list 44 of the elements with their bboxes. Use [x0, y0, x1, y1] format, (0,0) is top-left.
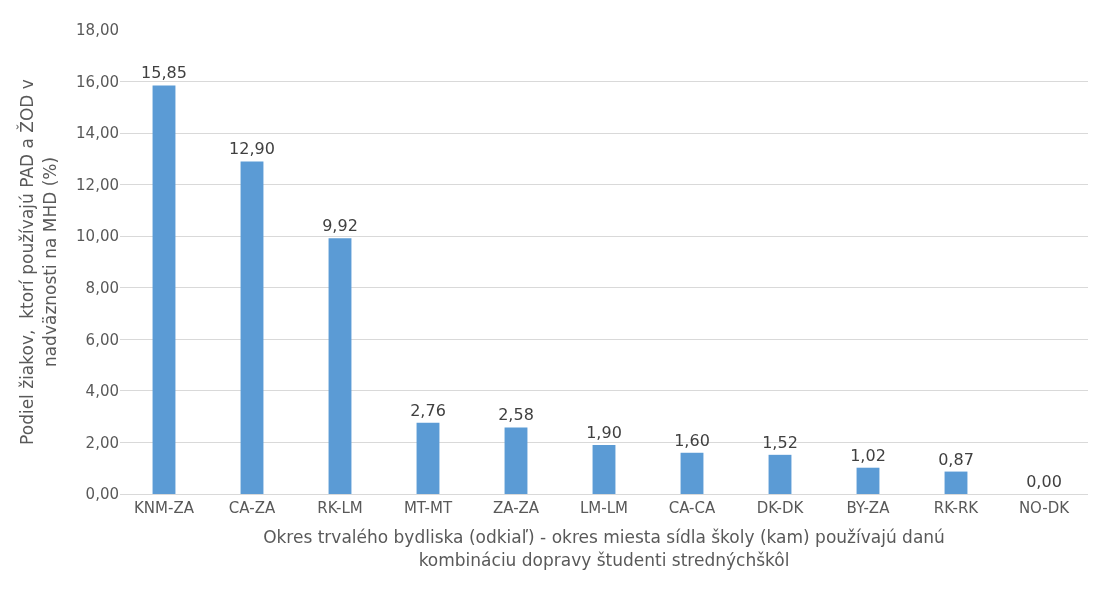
- bar: [592, 445, 616, 494]
- data-label: 0,87: [938, 449, 974, 469]
- x-tick-label: ZA-ZA: [492, 499, 540, 517]
- y-tick-label: 10,00: [76, 227, 119, 246]
- x-axis-title: Okres trvalého bydliska (odkiaľ) - okres miesta sídla školy (kam) používajú danú kombináciu dopravy študenti strednýchškôl: [263, 527, 945, 570]
- data-label: 1,02: [850, 445, 886, 465]
- x-tick-label: KNM-ZA: [134, 499, 195, 517]
- x-tick-label: CA-ZA: [228, 499, 276, 517]
- bar: [328, 238, 352, 494]
- bar: [768, 454, 792, 494]
- x-tick-label: RK-RK: [933, 499, 980, 517]
- x-tick-label: CA-CA: [668, 499, 717, 517]
- bar: [504, 427, 528, 494]
- bar: [416, 422, 440, 494]
- y-tick-label: 12,00: [76, 175, 119, 194]
- x-tick-label: BY-ZA: [846, 499, 891, 517]
- y-tick-label: 18,00: [76, 21, 119, 40]
- y-tick-label: 4,00: [85, 382, 119, 401]
- bar: [152, 85, 176, 494]
- x-tick-label: RK-LM: [317, 499, 363, 517]
- data-label: 1,90: [586, 423, 622, 443]
- y-tick-label: 14,00: [76, 124, 119, 143]
- x-tick-label: NO-DK: [1018, 499, 1071, 517]
- data-label: 9,92: [322, 216, 358, 236]
- data-label: 12,90: [229, 139, 275, 159]
- y-tick-label: 16,00: [76, 72, 119, 91]
- bar: [856, 467, 880, 494]
- y-tick-label: 8,00: [85, 279, 119, 298]
- x-tick-label: MT-MT: [403, 499, 453, 517]
- data-label: 1,60: [674, 430, 710, 450]
- data-label: 2,58: [498, 405, 534, 425]
- x-tick-label: LM-LM: [579, 499, 629, 517]
- data-label: 0,00: [1026, 472, 1062, 491]
- bar: [240, 161, 264, 494]
- x-tick-label: DK-DK: [756, 499, 805, 517]
- data-label: 2,76: [410, 400, 446, 420]
- bar: [680, 452, 704, 494]
- y-tick-label: 2,00: [85, 433, 119, 452]
- bar: [944, 471, 968, 494]
- y-axis-title: Podiel žiakov, ktorí používajú PAD a ŽOD v nadväznosti na MHD (%): [16, 79, 60, 445]
- y-tick-label: 6,00: [85, 330, 119, 349]
- y-tick-label: 0,00: [85, 485, 119, 504]
- data-label: 15,85: [141, 63, 187, 83]
- data-label: 1,52: [762, 432, 798, 452]
